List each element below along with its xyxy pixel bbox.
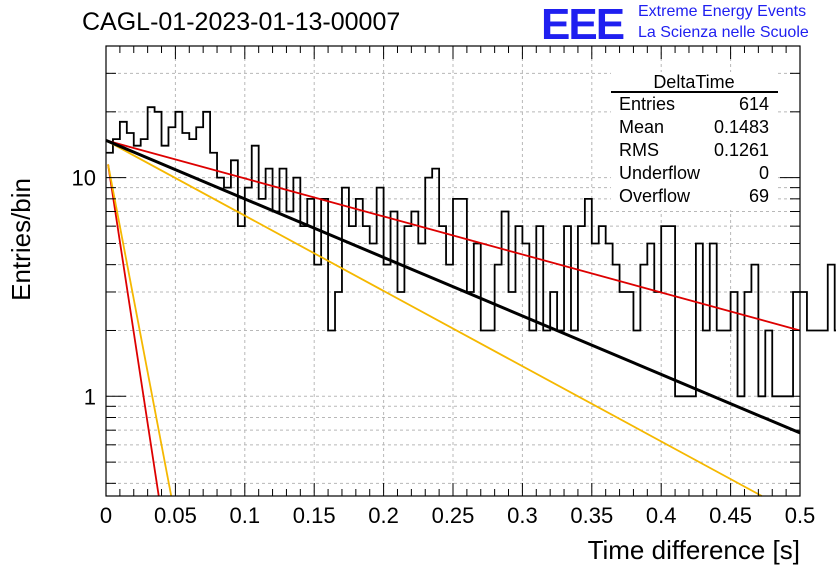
fit-curve-yellow [107,164,173,497]
y-tick-label: 10 [72,166,96,191]
stats-value: 0 [759,163,769,183]
x-tick-label: 0.5 [785,503,816,528]
stats-value: 614 [739,94,769,114]
x-tick-label: 0.3 [507,503,538,528]
y-tick-label: 1 [84,384,96,409]
stats-value: 0.1483 [714,117,769,137]
logo-subtitle-2: La Scienza nelle Scuole [638,24,809,41]
stats-label: Entries [619,94,675,114]
histogram [106,106,836,398]
x-tick-label: 0.4 [646,503,677,528]
x-tick-label: 0.1 [230,503,261,528]
x-tick-label: 0 [100,503,112,528]
x-tick-label: 0.35 [570,503,613,528]
stats-value: 0.1261 [714,140,769,160]
x-tick-label: 0.25 [432,503,475,528]
x-tick-label: 0.45 [709,503,752,528]
stats-label: Mean [619,117,664,137]
axis-ticks: 0 0.05 0.1 0.15 0.2 0.25 0.3 0.35 0.4 0.45 0.5 1 10 [72,46,816,528]
stats-label: RMS [619,140,659,160]
x-tick-label: 0.15 [293,503,336,528]
x-tick-label: 0.05 [154,503,197,528]
x-axis-label: Time difference [s] [588,535,800,565]
stats-value: 69 [749,186,769,206]
fit-curve-black [105,139,801,435]
fit-curve-yellow [105,139,763,497]
y-axis-label: Entries/bin [6,178,36,301]
page-title: CAGL-01-2023-01-13-00007 [82,8,401,36]
stats-label: Overflow [619,186,691,206]
stats-box-background [611,72,778,210]
stats-title: DeltaTime [653,72,734,92]
stats-label: Underflow [619,163,701,183]
logo-subtitle-1: Extreme Energy Events [638,3,807,20]
fit-curves [105,139,801,497]
x-tick-label: 0.2 [368,503,399,528]
eee-logo: EEE [541,0,625,49]
histogram-outline [106,106,836,398]
fit-curve-red [105,139,801,332]
fit-curve-red [107,164,160,497]
